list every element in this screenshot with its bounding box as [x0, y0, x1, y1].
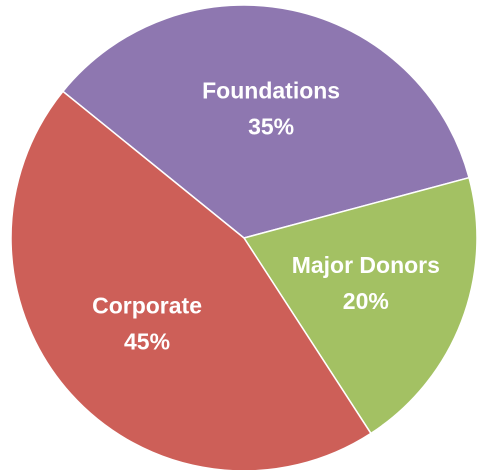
- pie-slice: [61, 4, 470, 239]
- slice-label: Corporate: [92, 292, 202, 318]
- pie-slice: [10, 90, 372, 470]
- slice-value-label: 20%: [343, 288, 389, 314]
- slice-label: Foundations: [202, 77, 340, 103]
- slice-value-label: 45%: [124, 328, 170, 354]
- slice-label: Major Donors: [292, 252, 440, 278]
- pie-slice: [242, 176, 478, 435]
- slice-value-label: 35%: [248, 113, 294, 139]
